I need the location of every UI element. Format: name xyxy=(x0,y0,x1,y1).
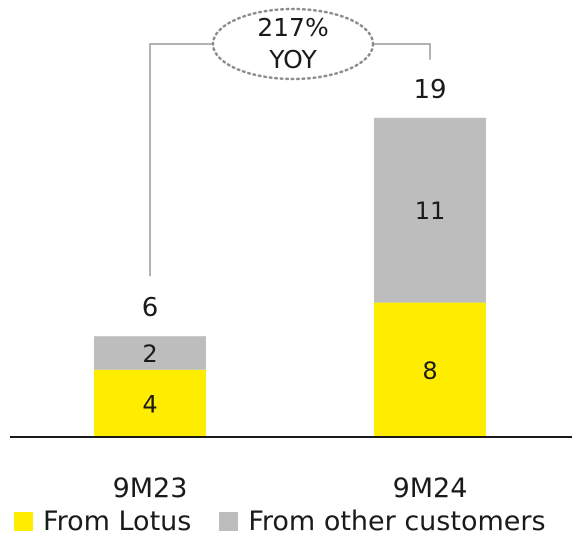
legend-swatch-lotus xyxy=(14,512,33,531)
legend-swatch-other-customers xyxy=(219,512,239,531)
chart: 4 2 6 9M23 8 11 19 9M24 217% YOY xyxy=(10,7,572,500)
data-label-9m24-other-customers: 11 xyxy=(415,197,446,225)
legend: From Lotus From other customers xyxy=(14,506,574,537)
yoy-annotation-line1: 217% xyxy=(257,13,328,42)
legend-item-lotus: From Lotus xyxy=(14,506,191,537)
total-label-9m23: 6 xyxy=(142,293,159,323)
legend-item-other-customers: From other customers xyxy=(219,506,546,537)
yoy-annotation-line2: YOY xyxy=(268,45,317,74)
bars-group xyxy=(94,117,486,437)
legend-label-other-customers: From other customers xyxy=(248,506,546,537)
category-label-9m23: 9M23 xyxy=(113,473,188,500)
bar-9m24-lotus xyxy=(374,302,486,437)
category-label-9m24: 9M24 xyxy=(393,473,468,500)
legend-label-lotus: From Lotus xyxy=(43,506,192,537)
labels-group: 4 2 6 9M23 8 11 19 9M24 xyxy=(113,75,468,500)
bar-9m24-other-customers xyxy=(374,117,486,303)
bar-9m23-other-customers xyxy=(94,336,206,370)
data-label-9m23-other-customers: 2 xyxy=(142,340,157,368)
data-label-9m23-lotus: 4 xyxy=(142,390,157,418)
data-label-9m24-lotus: 8 xyxy=(422,357,437,385)
yoy-annotation-bubble xyxy=(211,7,375,81)
total-label-9m24: 19 xyxy=(413,75,446,105)
bar-9m23-lotus xyxy=(94,369,206,437)
